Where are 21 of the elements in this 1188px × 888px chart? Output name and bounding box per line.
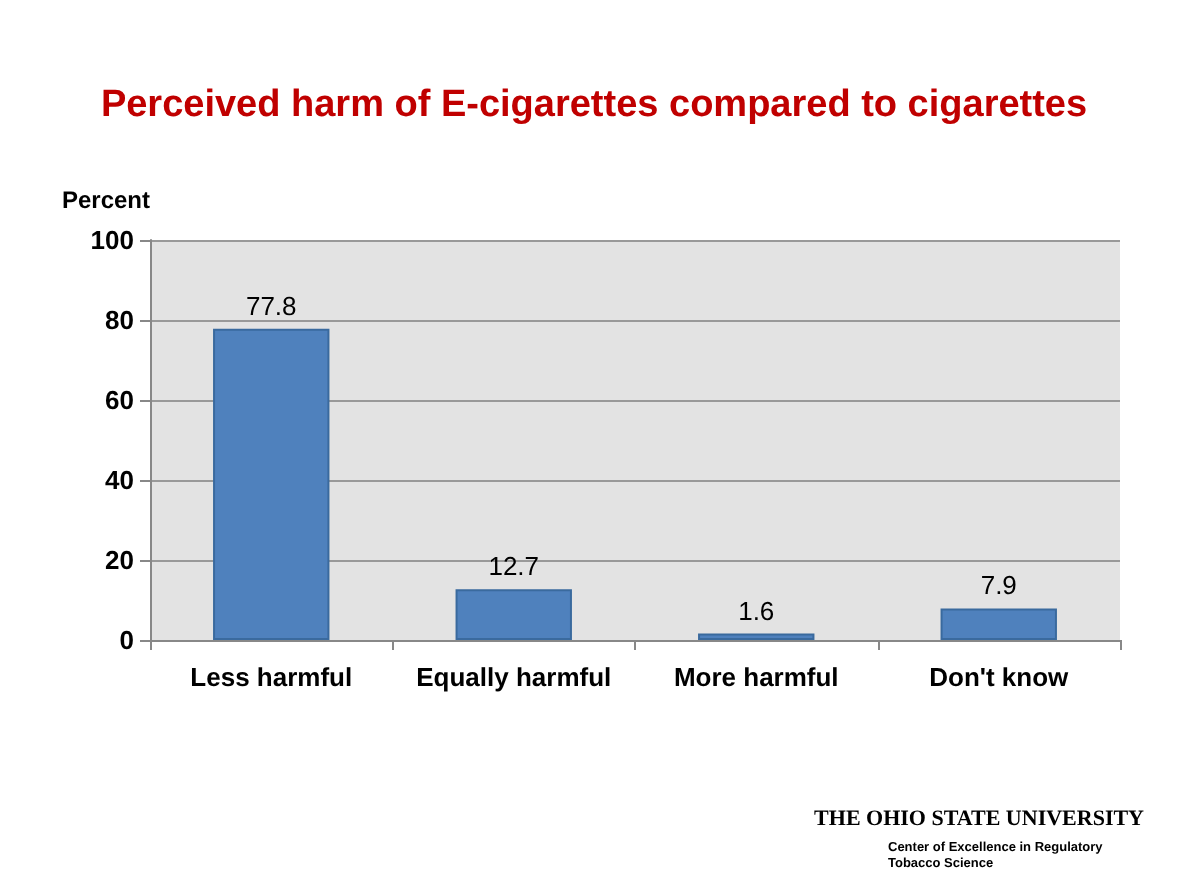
y-axis-title: Percent [61,186,150,214]
y-tick-label: 60 [105,385,134,415]
y-tick-label: 20 [105,545,134,575]
y-tick-label: 100 [90,225,134,255]
text: THE OHIO STATE UNIVERSITY [814,807,1145,831]
data-label: 1.6 [738,595,775,626]
bar [698,633,815,640]
bar [455,589,572,640]
y-tick-label: 80 [105,305,134,335]
x-tick-label: Don't know [929,662,1071,692]
chart-title: Perceived harm of E-cigarettes compared to cigarettes [100,84,1088,126]
bar [940,608,1057,640]
x-tick-label: More harmful [673,662,839,692]
bar [213,328,330,640]
data-label: 77.8 [245,290,297,321]
x-tick-label: Equally harmful [416,662,612,692]
data-label: 12.7 [488,551,540,582]
x-tick-label: Less harmful [190,662,353,692]
y-tick-label: 40 [105,465,134,495]
data-label: 7.9 [980,570,1017,601]
y-tick-label: 0 [119,625,134,655]
